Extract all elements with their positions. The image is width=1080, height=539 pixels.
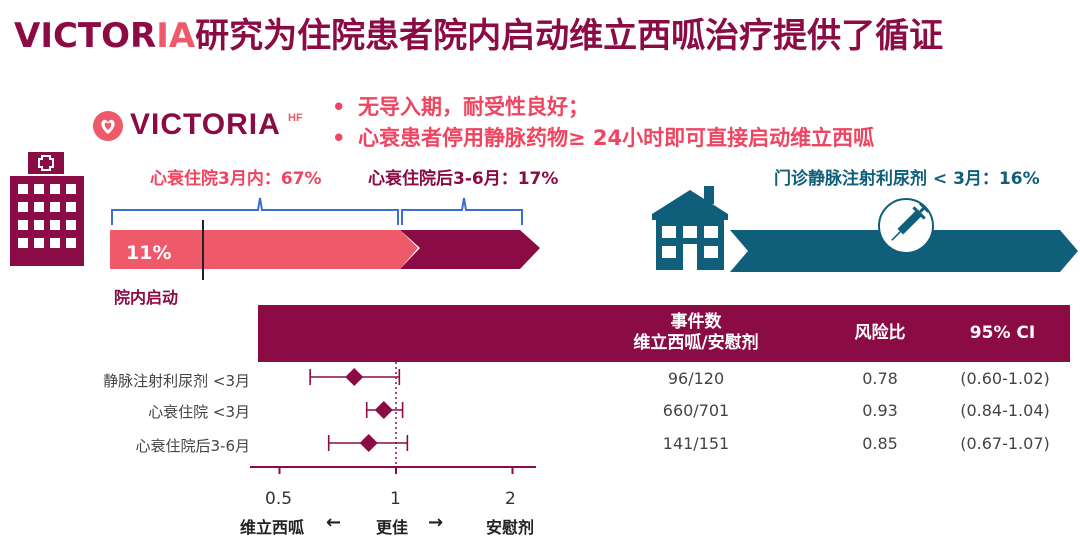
- hr-cell: 0.93: [862, 401, 898, 420]
- in-hospital-label: 心衰住院3月内：67%: [150, 169, 322, 189]
- events-cell: 141/151: [662, 434, 730, 453]
- house-icon: [652, 186, 728, 270]
- heart-logo-icon: [93, 111, 123, 141]
- bar-value-label: 11%: [126, 242, 172, 264]
- events-cell: 96/120: [667, 369, 725, 388]
- hr-point: [374, 401, 393, 419]
- ci-cell: (0.60-1.02): [960, 369, 1050, 388]
- in-hospital-bar: [110, 230, 418, 269]
- col-ci-header: 95% CI: [969, 323, 1036, 343]
- title-rest: 研究为住院患者院内启动维立西呱治疗提供了循证: [195, 16, 944, 56]
- arrow-left-icon: ←: [326, 512, 342, 533]
- row-label: 心衰住院后3-6月: [135, 437, 250, 455]
- row-label: 静脉注射利尿剂 <3月: [103, 372, 250, 390]
- logo-suffix: HF: [288, 112, 303, 124]
- events-cell: 660/701: [662, 401, 730, 420]
- title-prefix: VICTOR: [14, 16, 157, 56]
- bullet-list: • 无导入期，耐受性良好； • 心衰患者停用静脉药物≥ 24小时即可直接启动维立西呱: [332, 92, 874, 154]
- col-hr-header: 风险比: [854, 323, 906, 343]
- post-hospital-brace: [401, 197, 523, 225]
- hr-point: [359, 434, 378, 452]
- tick-label: 2: [505, 489, 516, 509]
- bullet-item: • 心衰患者停用静脉药物≥ 24小时即可直接启动维立西呱: [332, 126, 875, 150]
- outpatient-label: 门诊静脉注射利尿剂 < 3月：16%: [774, 169, 1040, 189]
- hr-cell: 0.78: [862, 369, 898, 388]
- post-hospital-label: 心衰住院后3-6月：17%: [368, 169, 559, 189]
- favors-drug-label: 维立西呱: [240, 518, 305, 537]
- victoria-logo: VICTORIA HF: [92, 106, 322, 146]
- page-title: VICTORIA研究为住院患者院内启动维立西呱治疗提供了循证: [14, 8, 943, 57]
- hospital-icon: [10, 152, 84, 266]
- post-hospital-bar: [400, 230, 540, 269]
- bullet-item: • 无导入期，耐受性良好；: [332, 95, 589, 119]
- timeline-bar: [110, 197, 540, 280]
- ci-cell: (0.84-1.04): [960, 401, 1050, 420]
- row-label: 心衰住院 <3月: [148, 403, 250, 421]
- syringe-icon: [878, 198, 934, 254]
- tick-label: 1: [390, 489, 401, 509]
- arrow-right-icon: →: [428, 512, 444, 533]
- logo-text: VICTORIA: [130, 108, 281, 141]
- in-hospital-start-label: 院内启动: [114, 288, 179, 307]
- ci-cell: (0.67-1.07): [960, 434, 1050, 453]
- title-highlight: IA: [156, 16, 196, 56]
- hr-point: [345, 368, 364, 386]
- favors-placebo-label: 安慰剂: [486, 518, 535, 537]
- table-header: [258, 305, 1070, 362]
- col-events-header: 事件数 维立西呱/安慰剂: [633, 312, 759, 353]
- in-hospital-brace: [111, 197, 399, 225]
- better-label: 更佳: [376, 518, 409, 537]
- tick-label: 0.5: [265, 489, 293, 509]
- hr-cell: 0.85: [862, 434, 898, 453]
- forest-plot: [250, 357, 536, 474]
